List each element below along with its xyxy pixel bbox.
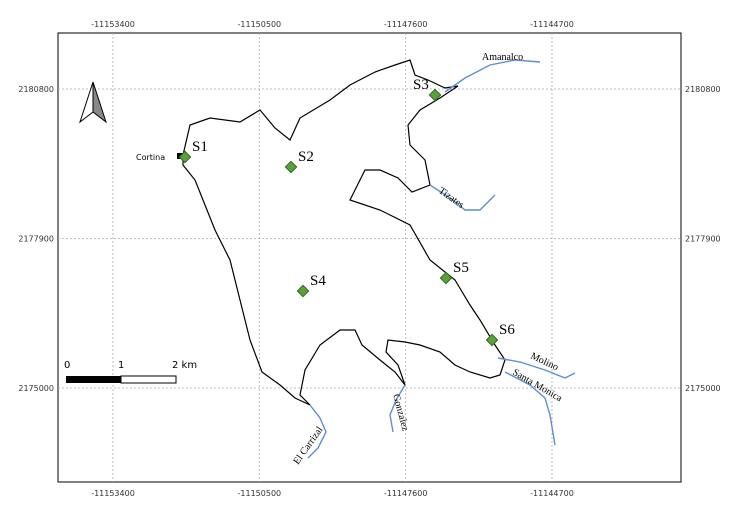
station-marker — [284, 160, 298, 174]
station-label: S3 — [413, 77, 429, 93]
rivers — [307, 59, 576, 459]
x-tick-label: -11144700 — [530, 489, 574, 498]
station-label: S2 — [298, 149, 314, 165]
station-label: S4 — [310, 273, 326, 289]
river — [444, 59, 541, 93]
x-tick-label: -11153400 — [91, 20, 135, 29]
scale-label: 1 — [118, 360, 124, 371]
river — [497, 357, 576, 379]
scale-segment — [120, 375, 177, 384]
north-arrow-right — [92, 81, 107, 124]
x-tick-label: -11144700 — [530, 20, 574, 29]
x-tick-label: -11153400 — [91, 489, 135, 498]
y-tick-label: 2177900 — [685, 234, 721, 243]
x-tick-label: -11147600 — [384, 20, 428, 29]
scale-segment — [66, 376, 121, 383]
station-marker — [439, 271, 453, 285]
station-label: S5 — [453, 260, 469, 276]
scale-label: 0 — [64, 360, 70, 371]
river — [504, 371, 556, 446]
river-label: Amanalco — [482, 52, 523, 63]
y-tick-label: 2180800 — [685, 85, 721, 94]
y-tick-label: 2175000 — [685, 384, 721, 393]
river — [429, 184, 496, 211]
north-arrow — [79, 81, 107, 124]
y-tick-label: 2180800 — [18, 85, 54, 94]
y-tick-label: 2177900 — [18, 234, 54, 243]
x-tick-label: -11150500 — [238, 20, 282, 29]
station-marker — [296, 284, 310, 298]
x-tick-label: -11147600 — [384, 489, 428, 498]
river — [307, 404, 327, 459]
station-marker — [178, 150, 192, 164]
station-marker — [428, 88, 442, 102]
map-frame — [57, 32, 682, 483]
station-label: S6 — [499, 322, 515, 338]
station-label: S1 — [192, 139, 208, 155]
river — [389, 384, 406, 433]
y-tick-label: 2175000 — [18, 384, 54, 393]
place-label: Cortina — [136, 153, 165, 162]
station-marker — [485, 333, 499, 347]
x-tick-label: -11150500 — [238, 489, 282, 498]
scale-label: 2 km — [172, 360, 197, 371]
